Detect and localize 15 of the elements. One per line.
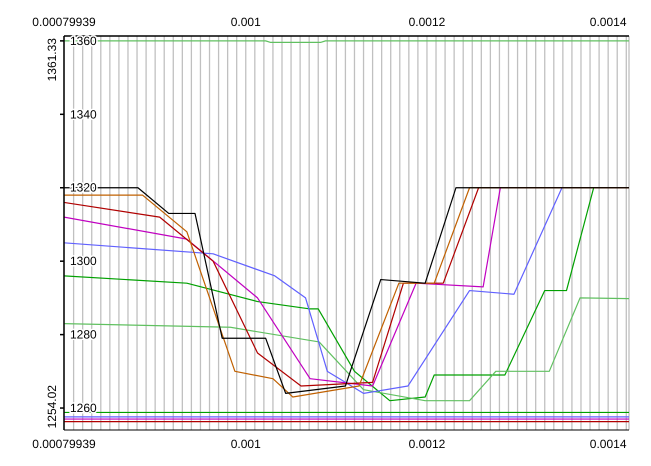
x-tick-label: 0.0014 [590,15,627,29]
x-tick-label: 0.00079939 [32,15,96,29]
y-tick-label: 1300 [70,254,98,268]
x2-tick-label: 0.001 [230,437,262,451]
text: 1254.02 [45,384,59,428]
x2-tick-label: 0.00079939 [32,437,96,451]
y-tick-label: 1260 [70,401,98,416]
line-series [64,297,629,402]
text: 1361.33 [45,38,59,82]
x2-tick-label: 0.0014 [590,437,627,451]
x-tick-label: 0.0012 [408,15,446,29]
y-tick-label: 1340 [70,107,98,122]
x-tick-label: 0.001 [230,15,262,29]
y-tick-label: 1280 [70,328,98,342]
x2-tick-label: 0.0012 [408,437,446,451]
